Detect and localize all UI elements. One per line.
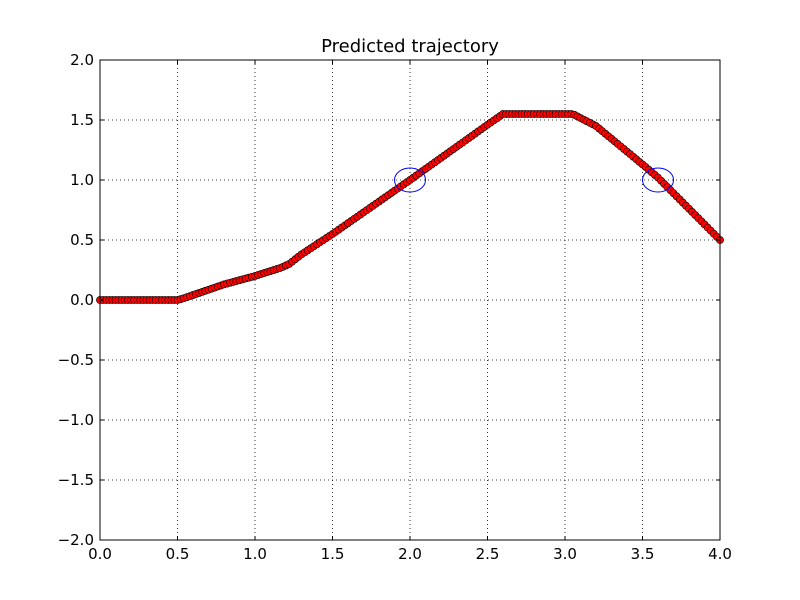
x-tick-label: 0.5 (166, 545, 190, 563)
y-tick-label: −0.5 (58, 351, 94, 369)
tick-layer: 0.0 0.5 1.0 1.5 2.0 2.5 3.0 3.5 4.0 −2.0 −1.5 −1.0 −… (58, 51, 732, 563)
chart-title: Predicted trajectory (321, 36, 499, 57)
y-tick-label: −1.5 (58, 471, 94, 489)
y-tick-label: 2.0 (70, 51, 94, 69)
x-tick-label: 2.0 (398, 545, 422, 563)
annotation-layer (394, 167, 674, 193)
y-tick-label: −2.0 (58, 531, 94, 549)
y-tick-label: 1.5 (70, 111, 94, 129)
grid-lines (100, 60, 720, 540)
x-tick-label: 1.5 (321, 545, 345, 563)
y-tick-label: 0.5 (70, 231, 94, 249)
y-tick-label: 1.0 (70, 171, 94, 189)
y-tick-label: −1.0 (58, 411, 94, 429)
series-layer (96, 110, 724, 304)
x-tick-label: 3.5 (631, 545, 655, 563)
x-tick-label: 4.0 (708, 545, 732, 563)
y-tick-label: 0.0 (70, 291, 94, 309)
x-tick-label: 1.0 (243, 545, 267, 563)
annotation-ellipse (394, 167, 426, 193)
x-tick-label: 0.0 (88, 545, 112, 563)
x-tick-label: 2.5 (476, 545, 500, 563)
annotation-ellipse (642, 167, 674, 193)
x-tick-label: 3.0 (553, 545, 577, 563)
